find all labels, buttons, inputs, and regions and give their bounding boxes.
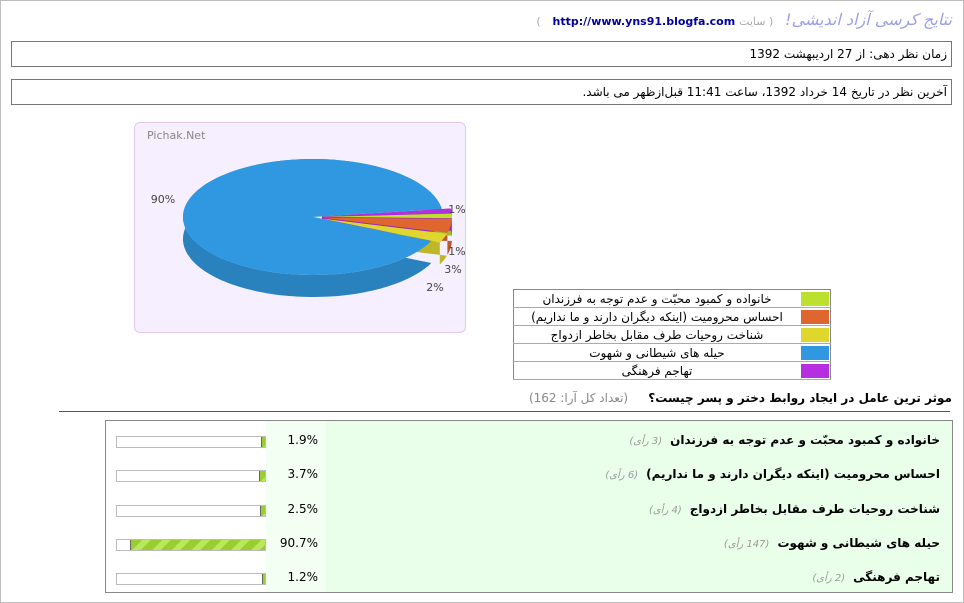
chart-legend: خانواده و کمبود محبّت و عدم توجه به فرزن… bbox=[513, 289, 831, 380]
pie-slice bbox=[321, 213, 452, 219]
question-text: موثر ترین عامل در ایجاد روابط دختر و پسر… bbox=[648, 391, 952, 405]
page-header: نتایج کرسی آزاد اندیشی! ( سایت http://ww… bbox=[536, 10, 952, 29]
vote-count: (6 رأی) bbox=[605, 470, 639, 481]
pie-slice bbox=[321, 217, 452, 233]
site-suffix: ) bbox=[536, 15, 541, 28]
poll-question: موثر ترین عامل در ایجاد روابط دختر و پسر… bbox=[529, 391, 952, 405]
pie-label: 2% bbox=[426, 281, 443, 294]
legend-swatch bbox=[800, 307, 831, 326]
legend-swatch bbox=[800, 289, 831, 308]
result-row: 1.9% خانواده و کمبود محبّت و عدم توجه به… bbox=[106, 432, 952, 452]
results-box: 1.9% خانواده و کمبود محبّت و عدم توجه به… bbox=[105, 420, 953, 593]
divider bbox=[59, 411, 950, 412]
result-row: 90.7% حیله های شیطانی و شهوت (147 رأی) bbox=[106, 535, 952, 555]
page-title: نتایج کرسی آزاد اندیشی! bbox=[785, 10, 952, 29]
poll-start-box: زمان نظر دهی: از 27 اردیبهشت 1392 bbox=[11, 41, 952, 67]
pie-svg: 1% 1% 3%2% 90% bbox=[151, 159, 465, 297]
poll-start-text: زمان نظر دهی: از 27 اردیبهشت 1392 bbox=[749, 47, 947, 61]
vote-count: (147 رأی) bbox=[723, 539, 770, 550]
legend-swatch bbox=[800, 361, 831, 380]
pie-label: 3% bbox=[444, 263, 461, 276]
progress-fill bbox=[260, 506, 265, 516]
pie-slice bbox=[321, 208, 452, 217]
total-votes: (تعداد کل آرا: 162) bbox=[528, 391, 629, 405]
result-row: 2.5% شناخت روحیات طرف مقابل بخاطر ازدواج… bbox=[106, 501, 952, 521]
progress-fill bbox=[262, 574, 265, 584]
result-percent: 90.7% bbox=[279, 536, 318, 550]
result-percent: 1.2% bbox=[287, 570, 319, 584]
legend-item: احساس محرومیت (اینکه دیگران دارند و ما ن… bbox=[513, 307, 831, 326]
result-percent: 3.7% bbox=[287, 467, 319, 481]
pie-slice bbox=[183, 159, 442, 275]
legend-item: شناخت روحیات طرف مقابل بخاطر ازدواج bbox=[513, 325, 831, 344]
legend-swatch bbox=[800, 343, 831, 362]
progress-bar bbox=[116, 436, 266, 448]
option-text: حیله های شیطانی و شهوت bbox=[777, 536, 940, 550]
pie-label: 90% bbox=[151, 193, 175, 206]
result-row: 3.7% احساس محرومیت (اینکه دیگران دارند و… bbox=[106, 466, 952, 486]
pie-slice bbox=[321, 218, 447, 243]
last-vote-box: آخرین نظر در تاریخ 14 خرداد 1392، ساعت 1… bbox=[11, 79, 952, 105]
legend-label: حیله های شیطانی و شهوت bbox=[513, 343, 800, 362]
legend-swatch bbox=[800, 325, 831, 344]
vote-count: (3 رأی) bbox=[629, 436, 663, 447]
legend-label: تهاجم فرهنگی bbox=[513, 361, 800, 380]
progress-fill bbox=[258, 471, 265, 481]
progress-fill bbox=[261, 437, 265, 447]
pie-label: 1% bbox=[448, 203, 465, 216]
vote-count: (2 رأی) bbox=[812, 573, 846, 584]
option-text: شناخت روحیات طرف مقابل بخاطر ازدواج bbox=[689, 502, 940, 516]
result-percent: 1.9% bbox=[287, 433, 319, 447]
last-vote-text: آخرین نظر در تاریخ 14 خرداد 1392، ساعت 1… bbox=[582, 85, 947, 99]
progress-bar bbox=[116, 505, 266, 517]
progress-bar bbox=[116, 470, 266, 482]
result-row: 1.2% تهاجم فرهنگی (2 رأی) bbox=[106, 569, 952, 589]
progress-bar bbox=[116, 573, 266, 585]
legend-item: خانواده و کمبود محبّت و عدم توجه به فرزن… bbox=[513, 289, 831, 308]
legend-label: شناخت روحیات طرف مقابل بخاطر ازدواج bbox=[513, 325, 800, 344]
result-label: تهاجم فرهنگی (2 رأی) bbox=[812, 570, 940, 584]
option-text: خانواده و کمبود محبّت و عدم توجه به فرزن… bbox=[670, 433, 940, 447]
progress-bar bbox=[116, 539, 266, 551]
site-link[interactable]: http://www.yns91.blogfa.com bbox=[552, 15, 736, 28]
chart-brand: Pichak.Net bbox=[147, 129, 206, 142]
option-text: تهاجم فرهنگی bbox=[853, 570, 940, 584]
result-label: حیله های شیطانی و شهوت (147 رأی) bbox=[724, 536, 940, 550]
legend-item: تهاجم فرهنگی bbox=[513, 361, 831, 380]
option-text: احساس محرومیت (اینکه دیگران دارند و ما ن… bbox=[646, 467, 940, 481]
site-prefix: ( سایت bbox=[739, 15, 774, 28]
legend-label: خانواده و کمبود محبّت و عدم توجه به فرزن… bbox=[513, 289, 800, 308]
result-percent: 2.5% bbox=[287, 502, 319, 516]
progress-fill bbox=[129, 540, 265, 550]
pie-label: 1% bbox=[448, 245, 465, 258]
result-label: احساس محرومیت (اینکه دیگران دارند و ما ن… bbox=[605, 467, 940, 481]
result-label: خانواده و کمبود محبّت و عدم توجه به فرزن… bbox=[629, 433, 940, 447]
result-label: شناخت روحیات طرف مقابل بخاطر ازدواج (4 رأ… bbox=[649, 502, 940, 516]
legend-item: حیله های شیطانی و شهوت bbox=[513, 343, 831, 362]
legend-label: احساس محرومیت (اینکه دیگران دارند و ما ن… bbox=[513, 307, 800, 326]
vote-count: (4 رأی) bbox=[648, 505, 682, 516]
pie-chart: Pichak.Net 1% 1% 3% 2% 90% bbox=[134, 122, 466, 333]
